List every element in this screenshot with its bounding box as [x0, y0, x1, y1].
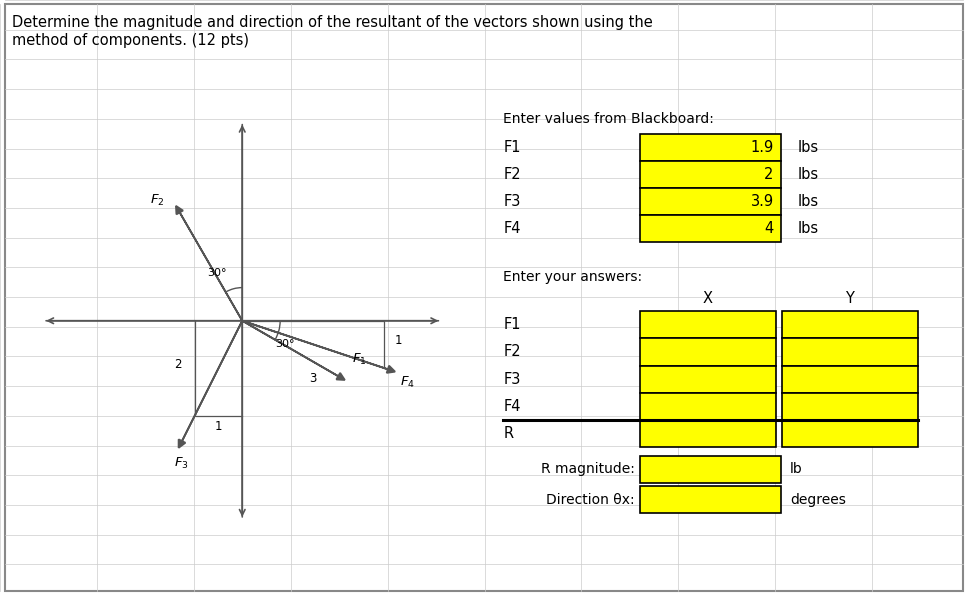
FancyArrow shape — [178, 321, 242, 448]
Bar — [782, 365, 918, 393]
Text: F3: F3 — [504, 194, 520, 209]
Bar — [782, 339, 918, 365]
Text: method of components. (12 pts): method of components. (12 pts) — [12, 33, 249, 48]
Text: lbs: lbs — [797, 140, 818, 154]
Text: Y: Y — [845, 290, 855, 306]
Text: 30°: 30° — [206, 268, 226, 278]
Text: F4: F4 — [504, 222, 521, 236]
Text: lbs: lbs — [797, 222, 818, 236]
Text: F3: F3 — [504, 372, 520, 387]
Text: F1: F1 — [504, 317, 521, 332]
Text: 2: 2 — [765, 167, 773, 182]
Bar — [782, 393, 918, 420]
Text: Enter values from Blackboard:: Enter values from Blackboard: — [504, 112, 714, 127]
Text: $F_4$: $F_4$ — [400, 375, 415, 390]
Text: 3: 3 — [310, 372, 317, 386]
Bar — [640, 161, 781, 188]
Text: R magnitude:: R magnitude: — [541, 463, 635, 476]
Text: R: R — [504, 426, 514, 441]
Text: lbs: lbs — [797, 194, 818, 209]
Text: $F_3$: $F_3$ — [173, 456, 189, 471]
FancyArrow shape — [242, 321, 345, 380]
Bar — [640, 365, 776, 393]
Text: lb: lb — [790, 463, 803, 476]
Text: F4: F4 — [504, 399, 521, 414]
Bar — [640, 215, 781, 242]
Bar — [640, 456, 781, 483]
Text: 3.9: 3.9 — [751, 194, 773, 209]
Text: $F_1$: $F_1$ — [352, 352, 366, 368]
Text: X: X — [703, 290, 713, 306]
FancyArrow shape — [242, 321, 395, 373]
FancyArrow shape — [176, 206, 242, 321]
Bar — [640, 339, 776, 365]
Bar — [640, 393, 776, 420]
Bar — [640, 420, 776, 447]
Text: 30°: 30° — [275, 339, 295, 349]
Text: degrees: degrees — [790, 492, 846, 507]
Bar — [640, 134, 781, 161]
Text: 1.9: 1.9 — [750, 140, 773, 154]
Bar — [640, 188, 781, 215]
Text: 4: 4 — [765, 222, 773, 236]
Text: 1: 1 — [215, 420, 222, 432]
Text: 2: 2 — [174, 358, 182, 371]
Text: Direction θx:: Direction θx: — [547, 492, 635, 507]
Text: Determine the magnitude and direction of the resultant of the vectors shown usin: Determine the magnitude and direction of… — [12, 15, 652, 30]
Bar — [640, 311, 776, 339]
Text: lbs: lbs — [797, 167, 818, 182]
Text: F2: F2 — [504, 167, 521, 182]
Bar — [640, 486, 781, 513]
Bar — [782, 420, 918, 447]
Text: Enter your answers:: Enter your answers: — [504, 270, 642, 284]
Text: F1: F1 — [504, 140, 521, 154]
Text: $F_2$: $F_2$ — [150, 192, 165, 208]
Text: F2: F2 — [504, 345, 521, 359]
Text: 1: 1 — [394, 334, 402, 347]
Bar — [782, 311, 918, 339]
